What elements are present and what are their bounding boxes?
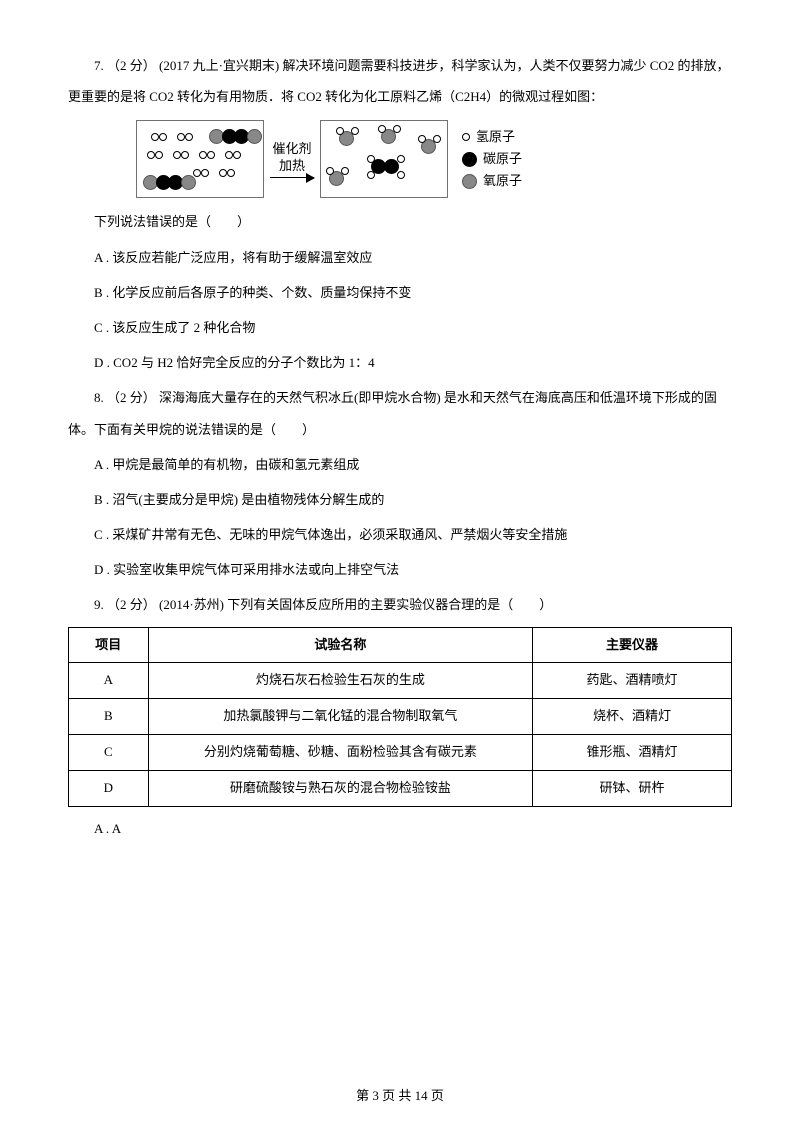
q8-option-c: C . 采煤矿井常有无色、无味的甲烷气体逸出，必须采取通风、严禁烟火等安全措施: [68, 519, 732, 550]
q8-option-a: A . 甲烷是最简单的有机物，由碳和氢元素组成: [68, 449, 732, 480]
q7-stem: 7. （2 分） (2017 九上·宜兴期末) 解决环境问题需要科技进步，科学家…: [68, 50, 732, 112]
q7-diagram: 催化剂 加热: [136, 120, 732, 198]
table-row: B 加热氯酸钾与二氧化锰的混合物制取氧气 烧杯、酒精灯: [69, 699, 732, 735]
cell: 研钵、研杵: [533, 770, 732, 806]
reactants-box: [136, 120, 264, 198]
page-footer: 第 3 页 共 14 页: [0, 1089, 800, 1102]
legend-c-label: 碳原子: [483, 150, 522, 168]
q9-option-a: A . A: [68, 813, 732, 844]
table-row: D 研磨硫酸铵与熟石灰的混合物检验铵盐 研钵、研杵: [69, 770, 732, 806]
cell: 灼烧石灰石检验生石灰的生成: [148, 663, 533, 699]
q7-prompt: 下列说法错误的是（ ）: [68, 206, 732, 237]
cell: D: [69, 770, 149, 806]
reaction-arrow: 催化剂 加热: [270, 141, 314, 178]
table-header-row: 项目 试验名称 主要仪器: [69, 627, 732, 663]
q8-option-d: D . 实验室收集甲烷气体可采用排水法或向上排空气法: [68, 554, 732, 585]
legend-o-label: 氧原子: [483, 172, 522, 190]
legend-h-label: 氢原子: [476, 128, 515, 146]
q9-stem: 9. （2 分） (2014·苏州) 下列有关固体反应所用的主要实验仪器合理的是…: [68, 589, 732, 620]
th-name: 试验名称: [148, 627, 533, 663]
th-project: 项目: [69, 627, 149, 663]
cell: A: [69, 663, 149, 699]
table-row: A 灼烧石灰石检验生石灰的生成 药匙、酒精喷灯: [69, 663, 732, 699]
cell: 烧杯、酒精灯: [533, 699, 732, 735]
cell: 研磨硫酸铵与熟石灰的混合物检验铵盐: [148, 770, 533, 806]
products-box: [320, 120, 448, 198]
q7-option-b: B . 化学反应前后各原子的种类、个数、质量均保持不变: [68, 277, 732, 308]
q9-table: 项目 试验名称 主要仪器 A 灼烧石灰石检验生石灰的生成 药匙、酒精喷灯 B 加…: [68, 627, 732, 807]
cell: C: [69, 735, 149, 771]
q7-option-a: A . 该反应若能广泛应用，将有助于缓解温室效应: [68, 242, 732, 273]
cell: B: [69, 699, 149, 735]
cell: 药匙、酒精喷灯: [533, 663, 732, 699]
q7-option-c: C . 该反应生成了 2 种化合物: [68, 312, 732, 343]
heat-label: 加热: [279, 158, 305, 175]
cell: 分别灼烧葡萄糖、砂糖、面粉检验其含有碳元素: [148, 735, 533, 771]
th-instrument: 主要仪器: [533, 627, 732, 663]
atom-legend: 氢原子 碳原子 氧原子: [462, 128, 522, 191]
catalyst-label: 催化剂: [272, 141, 311, 158]
cell: 加热氯酸钾与二氧化锰的混合物制取氧气: [148, 699, 533, 735]
q8-stem: 8. （2 分） 深海海底大量存在的天然气积冰丘(即甲烷水合物) 是水和天然气在…: [68, 382, 732, 444]
q8-option-b: B . 沼气(主要成分是甲烷) 是由植物残体分解生成的: [68, 484, 732, 515]
q7-option-d: D . CO2 与 H2 恰好完全反应的分子个数比为 1：4: [68, 347, 732, 378]
cell: 锥形瓶、酒精灯: [533, 735, 732, 771]
table-row: C 分别灼烧葡萄糖、砂糖、面粉检验其含有碳元素 锥形瓶、酒精灯: [69, 735, 732, 771]
